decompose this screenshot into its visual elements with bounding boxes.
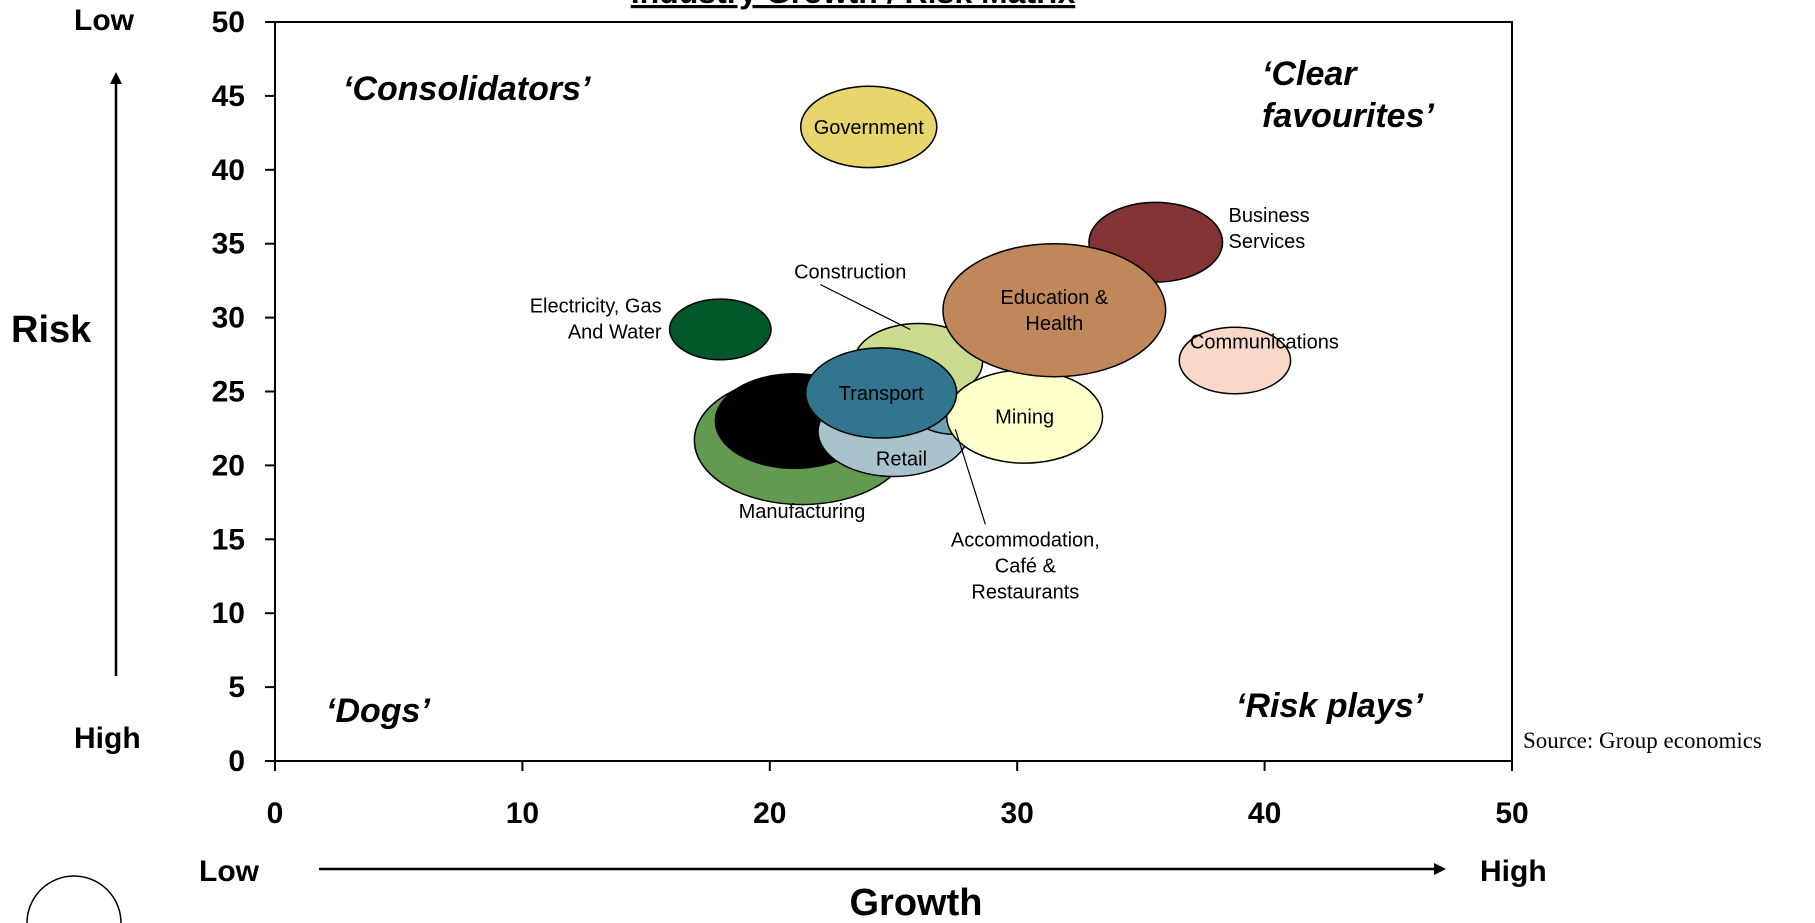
- x-axis-low-label: Low: [199, 855, 260, 888]
- bubbles: [668, 85, 1292, 506]
- quadrant-label-consolidators: ‘Consolidators’: [343, 70, 591, 108]
- y-tick-label: 45: [212, 80, 245, 113]
- bubble-label: Accommodation,: [951, 529, 1100, 551]
- quadrant-label-clear-favourites-line1: ‘Clear: [1262, 55, 1358, 93]
- y-tick-label: 35: [212, 228, 245, 261]
- bubble-label: Education &: [1000, 287, 1109, 309]
- y-tick-label: 30: [212, 302, 245, 335]
- bubble-label: Retail: [876, 448, 927, 470]
- bubble-label: And Water: [568, 321, 662, 343]
- bubble: [1178, 326, 1292, 395]
- bubble-label: Electricity, Gas: [530, 295, 662, 317]
- y-tick-label: 10: [212, 597, 245, 630]
- bubble-label: Government: [814, 117, 924, 139]
- quadrant-label-clear-favourites-line2: favourites’: [1262, 97, 1434, 135]
- x-tick-label: 10: [506, 797, 539, 830]
- leader-line: [819, 283, 911, 331]
- quadrant-label-risk-plays: ‘Risk plays’: [1236, 687, 1424, 725]
- y-tick-label: 20: [212, 449, 245, 482]
- x-axis-high-label: High: [1480, 855, 1547, 888]
- bubble: [799, 85, 938, 169]
- y-tick-label: 25: [212, 376, 245, 409]
- leader-line: [954, 429, 986, 525]
- quadrant-label-dogs: ‘Dogs’: [326, 692, 430, 730]
- bubble-label: Business: [1229, 205, 1310, 227]
- x-axis-title: Growth: [850, 882, 983, 923]
- bubble-label: Mining: [995, 407, 1054, 429]
- x-tick-label: 0: [267, 797, 284, 830]
- bubble-labels: Manufacturing Retail Accommodation, Café & R…: [530, 117, 1339, 603]
- y-tick-label: 40: [212, 154, 245, 187]
- x-tick-label: 40: [1248, 797, 1281, 830]
- bubble: [668, 298, 772, 361]
- bubble-label: Health: [1025, 313, 1083, 335]
- bubble-label: Services: [1229, 231, 1306, 253]
- bubble-label: Transport: [839, 383, 924, 405]
- corner-circle-icon: [26, 875, 122, 923]
- bubble-label: Restaurants: [971, 581, 1079, 603]
- axes: 0 5 10 15 20 25 30 35 40 45 50 0 10 20 30 40 50: [212, 6, 1529, 830]
- chart-title: Industry Growth / Risk Matrix: [631, 0, 1076, 10]
- y-tick-label: 5: [228, 671, 245, 704]
- y-axis-bottom-label: High: [74, 722, 141, 755]
- bubble-label: Construction: [794, 262, 906, 284]
- bubble: [942, 242, 1167, 378]
- y-tick-label: 0: [228, 745, 245, 778]
- x-tick-label: 30: [1001, 797, 1034, 830]
- x-tick-label: 50: [1495, 797, 1528, 830]
- bubble-label: Communications: [1190, 331, 1339, 353]
- source-note: Source: Group economics: [1523, 728, 1762, 753]
- y-tick-label: 50: [212, 6, 245, 39]
- y-axis-title: Risk: [11, 309, 92, 351]
- bubble: [804, 347, 958, 439]
- x-tick-label: 20: [753, 797, 786, 830]
- bubble-label: Manufacturing: [739, 501, 866, 523]
- bubble-label: Café &: [995, 555, 1057, 577]
- y-tick-label: 15: [212, 523, 245, 556]
- y-axis-top-label: Low: [74, 4, 135, 37]
